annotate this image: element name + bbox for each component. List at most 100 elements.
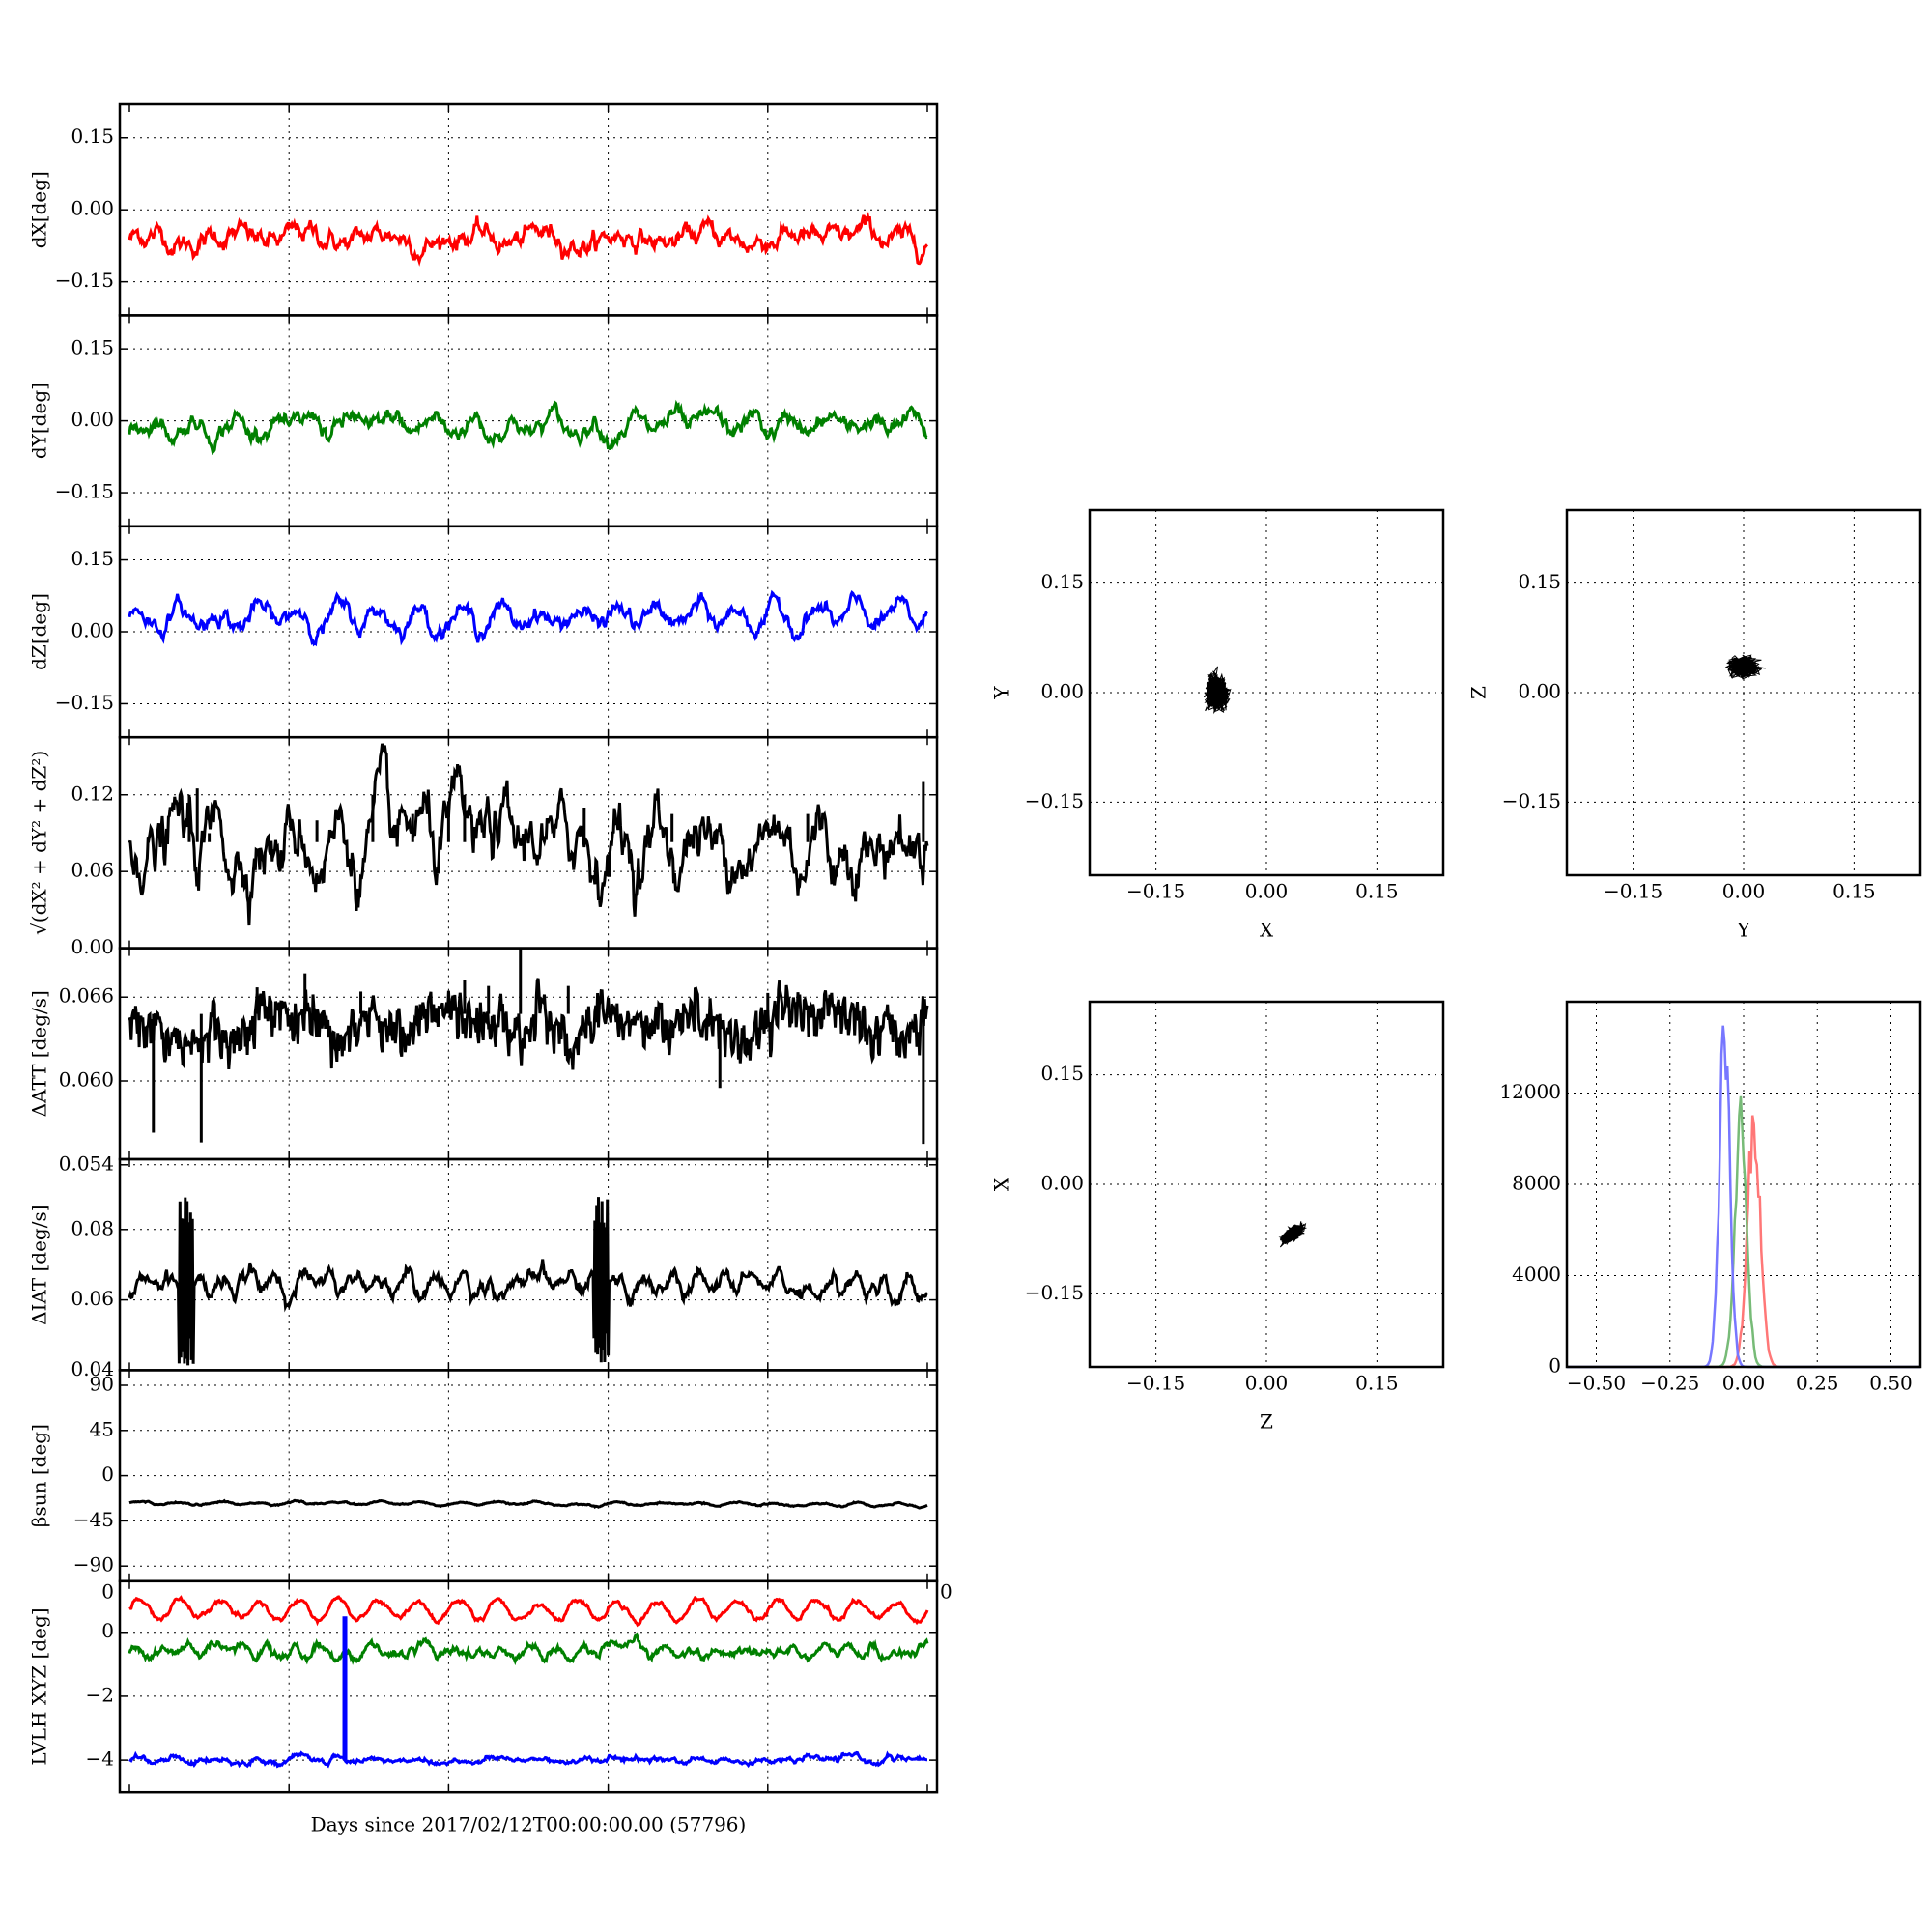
- y-tick-label: −0.15: [1502, 789, 1561, 812]
- scatter-cluster: [1278, 1221, 1308, 1248]
- y-tick-label: −0.15: [1025, 789, 1084, 812]
- y-tick-label: 0.15: [1040, 570, 1084, 593]
- y-tick-label: 0.04: [71, 1357, 114, 1380]
- y-tick-label: 0.00: [1040, 680, 1084, 703]
- y-tick-label: 0.00: [71, 408, 114, 431]
- corner-label-right: 0: [940, 1579, 952, 1603]
- scatter-cluster: [1203, 666, 1232, 715]
- y-tick-label: −4: [86, 1747, 114, 1771]
- x-axis-label: Y: [1736, 919, 1750, 942]
- x-tick-label: 0.15: [1833, 880, 1876, 903]
- y-axis-label: dX[deg]: [28, 171, 51, 248]
- series-line-1: [128, 212, 928, 267]
- y-tick-label: −45: [73, 1508, 114, 1531]
- histogram-line-2: [1567, 1095, 1920, 1369]
- scatter-cluster: [1724, 654, 1766, 680]
- timeseries-panel-2: [118, 314, 939, 528]
- series-line-3: [128, 1750, 927, 1769]
- y-tick-label: 0.054: [59, 1151, 114, 1175]
- y-tick-label: 90: [90, 1373, 114, 1396]
- y-tick-label: 0.00: [1040, 1172, 1084, 1195]
- series-line-1: [128, 1197, 928, 1366]
- x-tick-label: −0.15: [1126, 1372, 1185, 1395]
- y-tick-label: 0.066: [59, 984, 114, 1008]
- series-line-1: [128, 1498, 928, 1510]
- y-tick-label: 45: [90, 1417, 114, 1440]
- x-axis-label: Z: [1260, 1410, 1273, 1434]
- y-axis-label: X: [990, 1177, 1013, 1191]
- y-tick-label: 0.06: [71, 1287, 114, 1310]
- y-tick-label: −0.15: [55, 691, 114, 714]
- series-line-1: [128, 1595, 929, 1628]
- y-tick-label: 0.15: [1040, 1062, 1084, 1085]
- y-tick-label: 0.06: [71, 859, 114, 882]
- series-line-1: [128, 399, 928, 456]
- corner-label-left: 0: [101, 1579, 114, 1603]
- y-axis-label: Y: [990, 686, 1013, 700]
- panel-frame: [118, 947, 939, 1161]
- timeseries-panel-6: [118, 1157, 939, 1372]
- x-tick-label: 0.50: [1869, 1372, 1913, 1395]
- series-line-2: [128, 1632, 929, 1666]
- y-tick-label: 0: [101, 1463, 114, 1486]
- x-tick-label: −0.50: [1567, 1372, 1626, 1395]
- y-axis-label: ΔIAT [deg/s]: [28, 1204, 51, 1324]
- y-axis-label: LVLH XYZ [deg]: [28, 1607, 51, 1765]
- y-axis-label: Z: [1467, 686, 1491, 699]
- timeseries-panel-8: [118, 1579, 939, 1794]
- y-tick-label: 0.00: [71, 935, 114, 958]
- x-tick-label: −0.15: [1604, 880, 1662, 903]
- y-tick-label: −0.15: [1025, 1281, 1084, 1304]
- x-axis-label: Days since 2017/02/12T00:00:00.00 (57796…: [311, 1813, 747, 1836]
- x-tick-label: 0.00: [1722, 1372, 1766, 1395]
- scatter-panel-3: [1088, 1000, 1445, 1369]
- x-tick-label: 0.00: [1722, 880, 1766, 903]
- y-tick-label: 0.08: [71, 1216, 114, 1239]
- panel-frame: [118, 1157, 939, 1372]
- x-tick-label: 0.00: [1245, 1372, 1289, 1395]
- x-tick-label: 0.15: [1355, 1372, 1399, 1395]
- panel-frame: [1088, 508, 1445, 877]
- y-tick-label: −90: [73, 1553, 114, 1577]
- panel-frame: [1565, 508, 1922, 877]
- timeseries-panel-7: [118, 1369, 939, 1583]
- y-axis-label: βsun [deg]: [28, 1424, 51, 1527]
- y-axis-label: dY[deg]: [28, 383, 51, 459]
- y-tick-label: 0.00: [71, 197, 114, 220]
- series-line-1: [128, 743, 929, 926]
- y-tick-label: 0.060: [59, 1068, 114, 1092]
- timeseries-panel-5: [118, 947, 939, 1166]
- y-tick-label: 0.15: [71, 125, 114, 148]
- y-axis-label: √(dX² + dY² + dZ²): [28, 751, 51, 935]
- y-tick-label: −2: [86, 1683, 114, 1706]
- y-tick-label: 0.00: [71, 619, 114, 642]
- timeseries-panel-1: [118, 102, 939, 317]
- y-tick-label: 0.15: [71, 547, 114, 570]
- x-tick-label: −0.15: [1126, 880, 1185, 903]
- scatter-panel-2: [1565, 508, 1922, 877]
- y-tick-label: 0: [101, 1619, 114, 1642]
- y-tick-label: 0: [1548, 1354, 1561, 1378]
- y-tick-label: 8000: [1512, 1172, 1561, 1195]
- y-axis-label: ΔATT [deg/s]: [28, 990, 51, 1117]
- y-tick-label: 4000: [1512, 1263, 1561, 1286]
- histogram-panel: [1565, 1000, 1922, 1369]
- y-tick-label: 0.00: [1518, 680, 1561, 703]
- x-tick-label: 0.25: [1796, 1372, 1839, 1395]
- x-tick-label: −0.25: [1640, 1372, 1699, 1395]
- y-axis-label: dZ[deg]: [28, 593, 51, 670]
- panel-frame: [118, 1579, 939, 1794]
- scatter-panel-1: [1088, 508, 1445, 877]
- panel-frame: [1088, 1000, 1445, 1369]
- y-tick-label: 12000: [1499, 1080, 1561, 1103]
- series-line-1: [128, 589, 928, 647]
- y-tick-label: −0.15: [55, 269, 114, 292]
- y-tick-label: 0.15: [1518, 570, 1561, 593]
- timeseries-panel-4: [118, 735, 939, 950]
- x-axis-label: X: [1260, 919, 1274, 942]
- x-tick-label: 0.00: [1245, 880, 1289, 903]
- y-tick-label: 0.12: [71, 781, 114, 805]
- timeseries-panel-3: [118, 525, 939, 739]
- panel-frame: [1565, 1000, 1922, 1369]
